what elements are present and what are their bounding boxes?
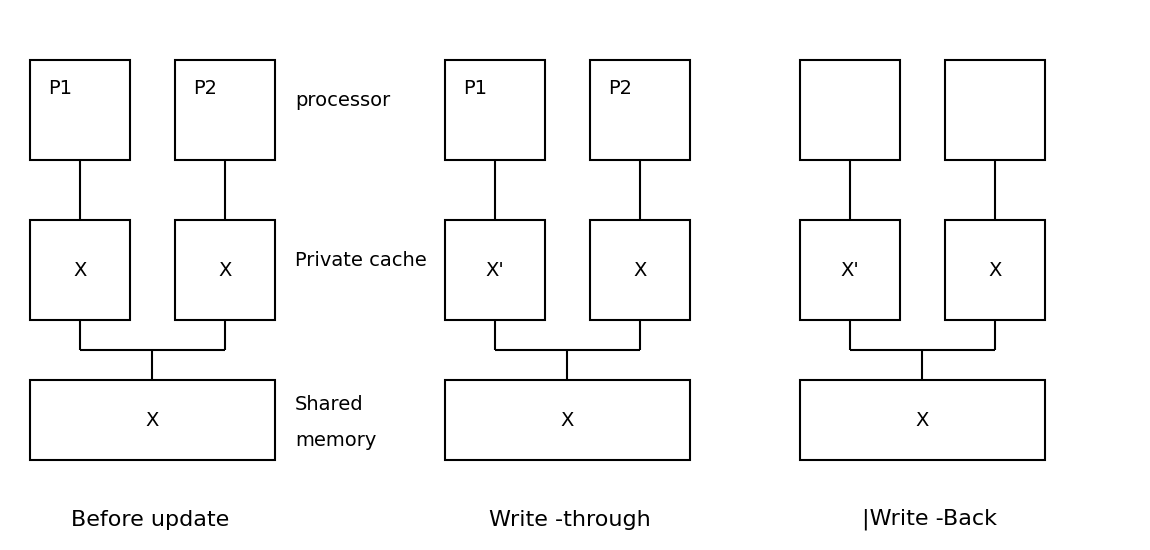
Text: X': X' [841,261,859,279]
Text: processor: processor [296,91,390,109]
Bar [800,220,900,320]
Bar [945,60,1045,160]
Bar [445,220,545,320]
Text: P1: P1 [48,79,72,97]
Bar [175,60,275,160]
Bar [945,220,1045,320]
Text: X: X [988,261,1002,279]
Text: X': X' [485,261,505,279]
Bar [445,60,545,160]
Text: X: X [74,261,86,279]
Text: X: X [915,410,929,430]
Bar [175,220,275,320]
Text: Before update: Before update [71,510,229,530]
Text: memory: memory [296,431,376,449]
Text: |Write -Back: |Write -Back [862,509,997,530]
Bar [30,380,275,460]
Text: Shared: Shared [296,395,363,415]
Text: X: X [146,410,159,430]
Bar [590,220,690,320]
Text: X: X [561,410,574,430]
Text: Write -through: Write -through [489,510,651,530]
Text: Private cache: Private cache [296,250,427,270]
Bar [590,60,690,160]
Bar [445,380,690,460]
Bar [30,60,130,160]
Text: P2: P2 [608,79,632,97]
Text: P1: P1 [463,79,486,97]
Bar [30,220,130,320]
Bar [800,380,1045,460]
Bar [800,60,900,160]
Text: X: X [218,261,231,279]
Text: X: X [634,261,646,279]
Text: P2: P2 [193,79,217,97]
